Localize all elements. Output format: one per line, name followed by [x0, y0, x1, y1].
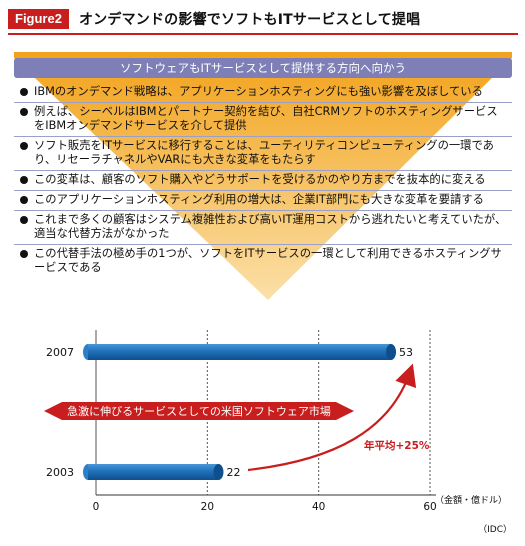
header-rule [8, 33, 518, 35]
category-label: 2003 [46, 466, 74, 479]
bullet-dot-icon [20, 142, 28, 150]
list-item: このアプリケーションホスティング利用の増大は、企業IT部門にも大きな変革を要請す… [14, 191, 512, 211]
source-label: （IDC） [478, 524, 512, 535]
bullet-list: IBMのオンデマンド戦略は、アプリケーションホスティングにも強い影響を及ぼしてい… [14, 83, 512, 278]
category-label: 2007 [46, 346, 74, 359]
bar [88, 464, 219, 480]
chart-axis: 0 20 40 60 2007 53 2003 22 [46, 346, 437, 513]
bullet-text: このアプリケーションホスティング利用の増大は、企業IT部門にも大きな変革を要請す… [34, 193, 484, 206]
bullet-dot-icon [20, 250, 28, 258]
bullet-text: この代替手法の極め手の1つが、ソフトをITサービスの一環として利用できるホスティ… [34, 247, 502, 274]
list-item: IBMのオンデマンド戦略は、アプリケーションホスティングにも強い影響を及ぼしてい… [14, 83, 512, 103]
bullet-dot-icon [20, 196, 28, 204]
figure-header: Figure2 オンデマンドの影響でソフトもITサービスとして提唱 [8, 8, 518, 30]
figure-title: オンデマンドの影響でソフトもITサービスとして提唱 [78, 12, 421, 28]
x-tick-label: 60 [423, 501, 436, 513]
bullet-text: これまで多くの顧客はシステム複雑性および高いIT運用コストから逃れたいと考えてい… [34, 213, 507, 240]
bar-group [83, 344, 397, 360]
growth-arrow [247, 363, 417, 472]
bullet-dot-icon [20, 176, 28, 184]
funnel-shape [14, 52, 512, 300]
bullet-text: 例えば、シーベルはIBMとパートナー契約を結び、自社CRMソフトのホスティングサ… [34, 105, 498, 132]
chart-bars [83, 344, 397, 480]
list-item: この代替手法の極め手の1つが、ソフトをITサービスの一環として利用できるホスティ… [14, 245, 512, 278]
bullet-dot-icon [20, 108, 28, 116]
list-item: 例えば、シーベルはIBMとパートナー契約を結び、自社CRMソフトのホスティングサ… [14, 103, 512, 137]
value-label: 22 [226, 466, 240, 479]
growth-label: 年平均+25% [364, 439, 430, 452]
bar-right-cap [386, 344, 397, 360]
x-tick-label: 20 [201, 501, 214, 513]
list-item: ソフト販売をITサービスに移行することは、ユーティリティコンピューティングの一環… [14, 137, 512, 171]
bullet-text: IBMのオンデマンド戦略は、アプリケーションホスティングにも強い影響を及ぼしてい… [34, 85, 483, 98]
list-item: これまで多くの顧客はシステム複雑性および高いIT運用コストから逃れたいと考えてい… [14, 211, 512, 245]
value-label: 53 [399, 346, 413, 359]
list-item: この変革は、顧客のソフト購入やどうサポートを受けるかのやり方までを抜本的に変える [14, 171, 512, 191]
bar-right-cap [213, 464, 224, 480]
banner: ソフトウェアもITサービスとして提供する方向へ向かう [14, 58, 512, 78]
bullet-dot-icon [20, 88, 28, 96]
x-tick-label: 0 [93, 501, 100, 513]
annotation-arrow [44, 402, 354, 420]
bar-group [83, 464, 224, 480]
figure-tag: Figure2 [8, 9, 69, 29]
bullet-text: この変革は、顧客のソフト購入やどうサポートを受けるかのやり方までを抜本的に変える [34, 173, 486, 186]
bar [88, 344, 392, 360]
bullet-text: ソフト販売をITサービスに移行することは、ユーティリティコンピューティングの一環… [34, 139, 494, 166]
x-tick-label: 40 [312, 501, 325, 513]
unit-label: （金額・億ドル） [435, 494, 507, 506]
annotation-title: 急激に伸びるサービスとしての米国ソフトウェア市場 [67, 404, 331, 418]
bullet-dot-icon [20, 216, 28, 224]
